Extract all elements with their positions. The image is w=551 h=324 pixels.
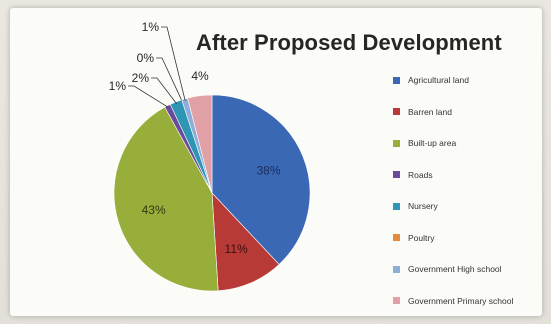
leader-line-nursery (151, 77, 177, 104)
slice-barren-land (211, 192, 280, 292)
legend-item-poultry: Poultry (393, 231, 434, 245)
legend-label: Nursery (408, 201, 438, 211)
legend-swatch (393, 202, 400, 210)
slice-agricultural-land (211, 94, 311, 265)
data-label-government-primary-school: 4% (191, 69, 209, 83)
data-label-nursery: 2% (132, 71, 150, 85)
data-label-built-up-area: 43% (142, 203, 166, 217)
legend-swatch (393, 234, 400, 241)
data-label-barren-land: 11% (225, 242, 248, 256)
leader-line-poultry (156, 57, 183, 102)
data-label-roads: 1% (109, 79, 127, 93)
legend-label: Agricultural land (408, 75, 469, 85)
legend-item-government-primary-school: Government Primary school (393, 294, 513, 308)
legend-swatch (393, 297, 400, 304)
legend-label: Government Primary school (408, 295, 514, 306)
leader-line-roads (128, 85, 169, 108)
legend-swatch (393, 171, 400, 178)
legend-label: Roads (408, 169, 433, 180)
slice-built-up-area (113, 106, 219, 292)
legend-label: Government High school (408, 264, 502, 274)
chart-title: After Proposed Development (196, 30, 502, 55)
slice-government-primary-school (187, 94, 213, 194)
legend-label: Built-up area (408, 138, 457, 148)
data-label-government-high-school: 1% (142, 20, 160, 34)
data-label-poultry: 0% (137, 51, 155, 65)
leader-line-government-high-school (161, 26, 186, 101)
legend-swatch (393, 139, 400, 147)
legend-item-built-up-area: Built-up area (393, 136, 456, 150)
legend-label: Barren land (408, 106, 452, 117)
legend-item-nursery: Nursery (393, 199, 438, 213)
legend-item-government-high-school: Government High school (393, 262, 502, 276)
legend-swatch (393, 76, 400, 84)
legend-swatch (393, 108, 400, 115)
legend-item-barren-land: Barren land (393, 105, 452, 119)
legend-item-roads: Roads (393, 168, 433, 182)
legend-item-agricultural-land: Agricultural land (393, 73, 469, 87)
legend-swatch (393, 265, 400, 273)
data-label-agricultural-land: 38% (256, 164, 280, 178)
legend-label: Poultry (408, 232, 435, 243)
